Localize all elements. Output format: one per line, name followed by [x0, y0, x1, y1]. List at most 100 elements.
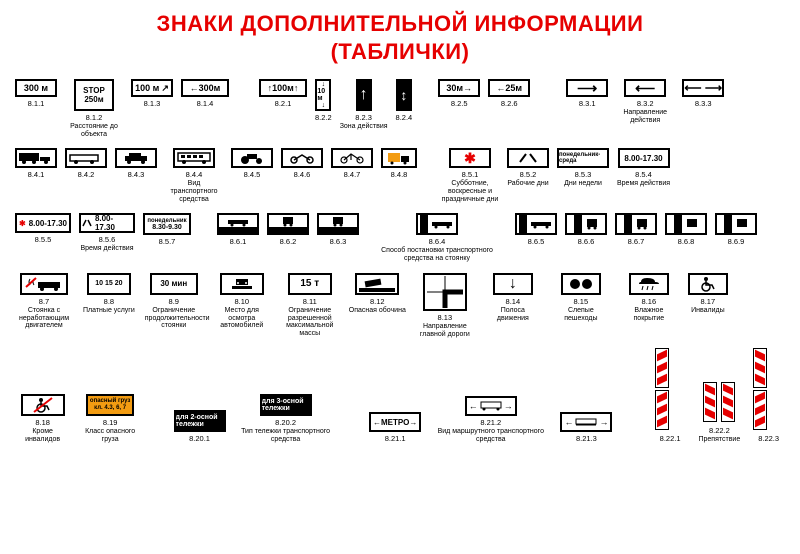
plate-text: 10 м [317, 88, 329, 102]
sign-caption: Направление действия [616, 109, 674, 124]
hammers-icon [516, 152, 540, 164]
sign-num: 8.6.5 [528, 237, 545, 246]
plate [665, 213, 707, 235]
sign-num: 8.2.1 [275, 99, 292, 108]
plate: ⟵ [624, 79, 666, 97]
sign-8-16: 8.16 Влажное покрытие [620, 273, 678, 322]
plate-text: 250м [84, 95, 103, 104]
sign-8-5-1: ✱ 8.5.1 Субботние, воскресные и празднич… [441, 148, 499, 203]
sign-caption: Влажное покрытие [620, 307, 678, 322]
sign-8-1-1: 300 м 8.1.1 [15, 79, 57, 108]
sign-8-4-7: 8.4.7 [331, 148, 373, 179]
plate-text: понедельник- среда [559, 152, 607, 165]
plate: 30м→ [438, 79, 480, 97]
sign-caption: Кроме инвалидов [15, 428, 70, 443]
row-2: 8.4.1 8.4.2 8.4.3 8.4.4 Вид транспортног… [15, 148, 785, 203]
plate: 15 т [288, 273, 332, 295]
plate: ← МЕТРО → [369, 412, 421, 432]
bicycle-icon [338, 151, 366, 165]
car-rear-icon [686, 217, 698, 231]
sign-8-2-5: 30м→ 8.2.5 [438, 79, 480, 108]
sign-num: 8.15 [574, 297, 589, 306]
sign-8-4-1: 8.4.1 [15, 148, 57, 179]
sign-num: 8.2.3 [355, 113, 372, 122]
sign-caption: Инвалиды [691, 307, 725, 315]
sign-8-5-3: понедельник- среда 8.5.3 Дни недели [557, 148, 609, 188]
row-3: ✱8.00-17.30 8.5.5 8.00-17.30 8.5.6 Время… [15, 213, 785, 262]
sign-num: 8.21.3 [576, 434, 597, 443]
sign-caption: Зона действия [340, 123, 388, 131]
sign-8-5-6: 8.00-17.30 8.5.6 Время действия [79, 213, 135, 253]
plate [331, 148, 373, 168]
sign-8-6-8: 8.6.8 [665, 213, 707, 246]
tractor-icon [237, 151, 267, 165]
plate-text: 8.30-9.30 [152, 224, 182, 231]
sign-caption: Способ постановки транспортного средства… [367, 247, 507, 262]
plate: для 3-осной тележки [260, 394, 312, 416]
bus-small-icon [480, 401, 502, 411]
sign-8-15: 8.15 Слепые пешеходы [552, 273, 610, 322]
sign-8-5-4: 8.00-17.30 8.5.4 Время действия [617, 148, 670, 188]
sign-num: 8.6.6 [578, 237, 595, 246]
plate: ←300м [181, 79, 229, 97]
sign-caption: Субботние, воскресные и праздничные дни [441, 180, 499, 203]
sign-8-6-7: 8.6.7 [615, 213, 657, 246]
plate [688, 273, 728, 295]
sign-num: 8.5.3 [575, 170, 592, 179]
sign-8-4-4: 8.4.4 Вид транспортного средства [165, 148, 223, 203]
sign-num: 8.21.2 [480, 418, 501, 427]
main-road-icon [427, 276, 463, 308]
plate [507, 148, 549, 168]
sign-num: 8.6.1 [230, 237, 247, 246]
row-4: 8.7 Стоянка с неработающим двигателем 10… [15, 273, 785, 338]
sign-caption: Время действия [617, 180, 670, 188]
plate: 30 мин [150, 273, 198, 295]
plate-text: 100м [272, 83, 294, 93]
sign-num: 8.11 [303, 297, 317, 306]
sign-num: 8.19 [103, 418, 118, 427]
sign-caption: Расстояние до объекта [65, 123, 123, 138]
sign-8-22-1: 8.22.1 [654, 348, 687, 443]
plate [615, 213, 657, 235]
sign-8-12: 8.12 Опасная обочина [349, 273, 406, 315]
trailer-icon [68, 151, 104, 165]
sign-8-19: опасный груз кл. 4.3, 6, 7 8.19 Класс оп… [82, 394, 138, 443]
bus-icon [176, 151, 212, 165]
plate: ← → [465, 396, 517, 416]
sign-num: 8.21.1 [385, 434, 406, 443]
sign-num: 8.20.2 [275, 418, 296, 427]
sign-caption: Вид маршрутного транспортного средства [433, 428, 548, 443]
car-rear-icon [736, 217, 748, 231]
sign-caption: Вид транспортного средства [165, 180, 223, 203]
sign-8-1-2: STOP 250м 8.1.2 Расстояние до объекта [65, 79, 123, 138]
sign-num: 8.5.7 [159, 237, 176, 246]
shoulder-icon [359, 276, 395, 292]
sign-num: 8.6.2 [280, 237, 297, 246]
sign-caption: Направление главной дороги [416, 323, 474, 338]
car-side-icon [529, 219, 553, 229]
sign-num: 8.2.5 [451, 99, 468, 108]
plate-text: для 2-осной тележки [176, 414, 224, 428]
car-rear-icon [281, 215, 295, 227]
plate [267, 213, 309, 235]
sign-8-4-2: 8.4.2 [65, 148, 107, 179]
sign-num: 8.5.4 [635, 170, 652, 179]
sign-num: 8.4.7 [344, 170, 361, 179]
sign-8-2-4: ↕ 8.2.4 [396, 79, 413, 122]
plate-text: 8.00-17.30 [624, 154, 662, 163]
sign-caption: Тип тележки транспортного средства [238, 428, 334, 443]
plate-text: 100 м [135, 83, 159, 93]
sign-8-5-2: 8.5.2 Рабочие дни [507, 148, 549, 188]
plate-text: 300м [199, 83, 221, 93]
plate-text: МЕТРО [381, 418, 409, 427]
plate: 8.00-17.30 [79, 213, 135, 233]
stripe-plate [654, 348, 687, 432]
plate: ← → [560, 412, 612, 432]
plate: ⟶ [566, 79, 608, 97]
plate-text: 30 мин [160, 279, 187, 288]
truck-icon [18, 151, 54, 165]
plate [115, 148, 157, 168]
plate: 10 15 20 [87, 273, 131, 295]
plate: ↓ [493, 273, 533, 295]
sign-num: 8.4.3 [128, 170, 145, 179]
